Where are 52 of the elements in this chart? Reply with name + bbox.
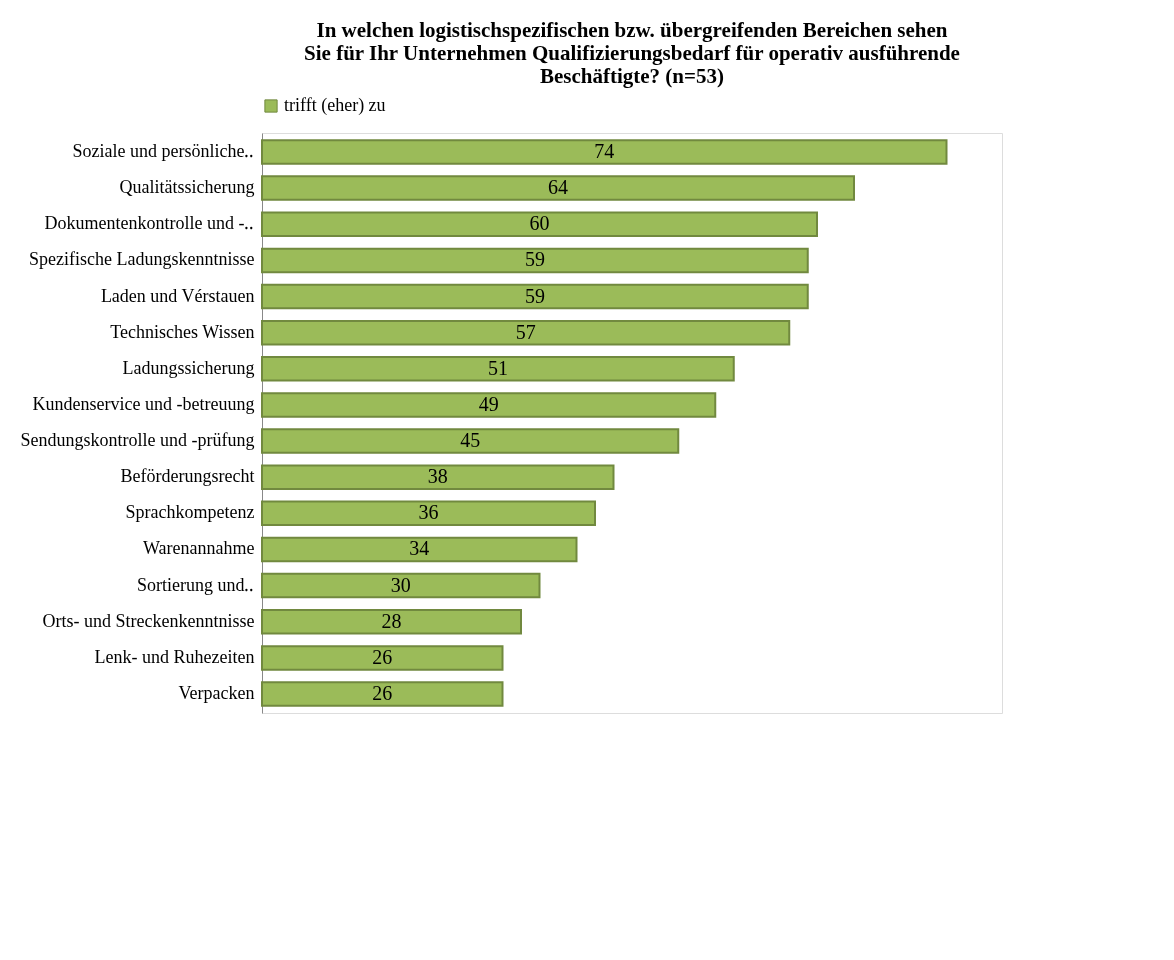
data-label: 26 xyxy=(372,645,393,668)
bar xyxy=(261,536,578,563)
data-label: 59 xyxy=(524,284,545,307)
y-tick-label: Orts- und Streckenkenntnisse xyxy=(42,610,255,631)
bar xyxy=(261,247,809,274)
bar xyxy=(261,572,541,599)
y-tick-label: Sendungskontrolle und -prüfung xyxy=(20,430,255,451)
bar xyxy=(261,211,818,237)
data-label: 28 xyxy=(381,609,402,632)
y-tick-label: Qualitätssicherung xyxy=(119,177,255,198)
y-tick-label: Lenk- und Ruhezeiten xyxy=(94,646,255,667)
y-tick-label: Beförderungsrecht xyxy=(120,466,255,487)
y-tick-label: Kundenservice und -betreuung xyxy=(32,393,255,414)
y-tick-label: Spezifische Ladungskenntnisse xyxy=(29,249,255,270)
y-tick-label: Laden und Vérstauen xyxy=(100,285,255,306)
data-label: 34 xyxy=(409,537,430,560)
data-label: 38 xyxy=(427,465,448,488)
data-label: 64 xyxy=(548,176,568,199)
bar xyxy=(261,428,680,454)
bar xyxy=(261,645,504,671)
y-tick-label: Dokumentenkontrolle und -‥ xyxy=(44,213,255,234)
data-label: 74 xyxy=(594,139,615,162)
bar xyxy=(261,139,948,165)
y-tick-label: Soziale und persönliche‥ xyxy=(72,140,255,161)
data-label: 60 xyxy=(529,212,550,235)
text: Sie für Ihr Unternehmen Qualifizierungsbedarf für operativ ausführende xyxy=(304,41,960,65)
bar xyxy=(261,392,717,418)
data-label: 51 xyxy=(487,356,508,379)
legend-label: trifft (eher) zu xyxy=(284,95,386,116)
data-label: 30 xyxy=(390,573,411,596)
y-tick-label: Verpacken xyxy=(178,683,255,704)
bar xyxy=(261,681,504,707)
bar xyxy=(261,464,615,490)
bar xyxy=(261,283,809,310)
bar xyxy=(261,356,735,382)
data-label: 26 xyxy=(372,682,393,705)
data-label: 45 xyxy=(460,429,481,452)
bar xyxy=(261,609,522,635)
data-label: 57 xyxy=(515,320,536,343)
text: Beschäftigte? (n=53) xyxy=(539,64,725,88)
bar xyxy=(261,175,855,201)
y-tick-label: Technisches Wissen xyxy=(110,321,255,342)
bar xyxy=(261,500,596,527)
data-label: 49 xyxy=(478,392,499,415)
bar xyxy=(261,319,791,346)
y-tick-label: Ladungssicherung xyxy=(122,357,255,378)
text: In welchen logistischspezifischen bzw. übergreifenden Bereichen sehen xyxy=(316,18,948,42)
data-label: 59 xyxy=(524,248,545,271)
y-tick-label: Warenannahme xyxy=(143,538,255,559)
y-tick-label: Sprachkompetenz xyxy=(125,502,255,523)
data-label: 36 xyxy=(418,501,439,524)
y-tick-label: Sortierung und‥ xyxy=(137,574,255,595)
